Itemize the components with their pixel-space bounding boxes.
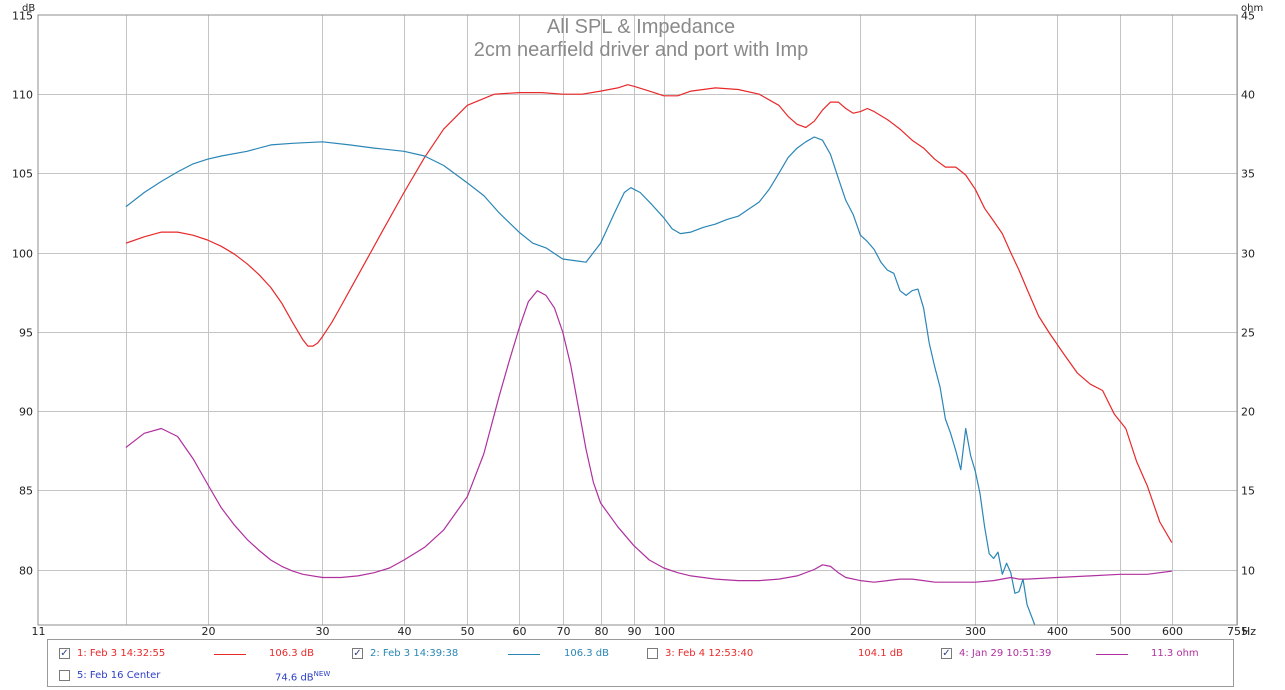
legend-swatch-1 bbox=[214, 654, 246, 655]
series-line-3 bbox=[125, 290, 1172, 583]
legend-value-2: 106.3 dB bbox=[564, 648, 610, 659]
x-tick-label: 70 bbox=[557, 625, 571, 638]
legend-value-5: 74.6 dBNEW bbox=[275, 670, 330, 683]
legend-label-4: 4: Jan 29 10:51:39 bbox=[959, 648, 1052, 659]
legend-checkbox-1[interactable]: ✓ bbox=[59, 648, 70, 659]
right-tick-label: 15 bbox=[1241, 485, 1255, 498]
left-tick-label: 95 bbox=[19, 327, 33, 340]
x-axis-ticks: 11 20 30 40 50 60 70 80 90 100 200 300 400 500 600 755 bbox=[32, 625, 1249, 638]
legend-label-2: 2: Feb 3 14:39:38 bbox=[370, 648, 459, 659]
legend-label-1: 1: Feb 3 14:32:55 bbox=[77, 648, 166, 659]
chart-gridlines bbox=[38, 15, 1238, 625]
legend-swatch-2 bbox=[508, 654, 540, 655]
series-line-2 bbox=[125, 136, 1036, 625]
left-tick-label: 110 bbox=[12, 89, 33, 102]
x-tick-label: 40 bbox=[398, 625, 412, 638]
legend-value-4: 11.3 ohm bbox=[1151, 648, 1199, 659]
right-tick-label: 40 bbox=[1241, 89, 1255, 102]
chart-subtitle: 2cm nearfield driver and port with Imp bbox=[474, 39, 809, 61]
legend-label-3: 3: Feb 4 12:53:40 bbox=[665, 648, 754, 659]
legend-checkbox-3[interactable] bbox=[647, 648, 658, 659]
series-line-1 bbox=[125, 84, 1173, 543]
right-tick-label: 35 bbox=[1241, 168, 1255, 181]
chart-title: All SPL & Impedance bbox=[547, 16, 735, 38]
x-tick-label: 80 bbox=[595, 625, 609, 638]
x-tick-label: 20 bbox=[202, 625, 216, 638]
left-tick-label: 90 bbox=[19, 406, 33, 419]
x-tick-label: 300 bbox=[965, 625, 986, 638]
legend-item-3[interactable]: 3: Feb 4 12:53:40 104.1 dB bbox=[647, 647, 937, 663]
chart-series-layer bbox=[125, 84, 1173, 625]
legend-value-5-badge: NEW bbox=[313, 670, 331, 678]
legend-item-5[interactable]: 5: Feb 16 Center 74.6 dBNEW bbox=[59, 669, 349, 685]
spl-impedance-chart: 80 85 90 95 100 105 110 115 10 15 20 25 30 35 40 45 11… bbox=[12, 3, 1264, 638]
x-tick-label: 200 bbox=[850, 625, 871, 638]
right-axis-ticks: 10 15 20 25 30 35 40 45 bbox=[1241, 10, 1255, 578]
legend-item-4[interactable]: ✓ 4: Jan 29 10:51:39 11.3 ohm bbox=[941, 647, 1231, 663]
left-tick-label: 115 bbox=[12, 10, 33, 23]
right-tick-label: 45 bbox=[1241, 10, 1255, 23]
legend-value-1: 106.3 dB bbox=[269, 648, 315, 659]
left-tick-label: 85 bbox=[19, 485, 33, 498]
x-tick-label: 30 bbox=[316, 625, 330, 638]
x-tick-label: 50 bbox=[461, 625, 475, 638]
legend-value-3: 104.1 dB bbox=[858, 648, 904, 659]
left-tick-label: 105 bbox=[12, 168, 33, 181]
legend-checkbox-4[interactable]: ✓ bbox=[941, 648, 952, 659]
right-tick-label: 30 bbox=[1241, 248, 1255, 261]
legend-value-5-text: 74.6 dB bbox=[275, 672, 314, 684]
legend-checkbox-5[interactable] bbox=[59, 670, 70, 681]
legend-panel: ✓ 1: Feb 3 14:32:55 106.3 dB ✓ 2: Feb 3 … bbox=[47, 639, 1234, 687]
legend-item-2[interactable]: ✓ 2: Feb 3 14:39:38 106.3 dB bbox=[352, 647, 642, 663]
plot-frame bbox=[37, 14, 1238, 626]
x-tick-label: 60 bbox=[513, 625, 527, 638]
x-tick-label: 400 bbox=[1047, 625, 1068, 638]
right-tick-label: 25 bbox=[1241, 327, 1255, 340]
right-tick-label: 20 bbox=[1241, 406, 1255, 419]
x-tick-label: 600 bbox=[1162, 625, 1183, 638]
x-tick-label: 100 bbox=[654, 625, 675, 638]
legend-item-1[interactable]: ✓ 1: Feb 3 14:32:55 106.3 dB bbox=[59, 647, 349, 663]
x-tick-label: 755 bbox=[1227, 625, 1248, 638]
left-axis-ticks: 80 85 90 95 100 105 110 115 bbox=[12, 10, 33, 578]
legend-swatch-4 bbox=[1096, 654, 1128, 655]
x-tick-label: 11 bbox=[32, 625, 46, 638]
left-axis-unit: dB bbox=[22, 3, 35, 14]
legend-label-5: 5: Feb 16 Center bbox=[77, 670, 161, 681]
left-tick-label: 100 bbox=[12, 248, 33, 261]
legend-checkbox-2[interactable]: ✓ bbox=[352, 648, 363, 659]
right-axis-unit: ohm bbox=[1241, 3, 1263, 14]
x-tick-label: 500 bbox=[1110, 625, 1131, 638]
left-tick-label: 80 bbox=[19, 565, 33, 578]
x-tick-label: 90 bbox=[628, 625, 642, 638]
right-tick-label: 10 bbox=[1241, 565, 1255, 578]
x-axis-unit: Hz bbox=[1242, 625, 1256, 638]
